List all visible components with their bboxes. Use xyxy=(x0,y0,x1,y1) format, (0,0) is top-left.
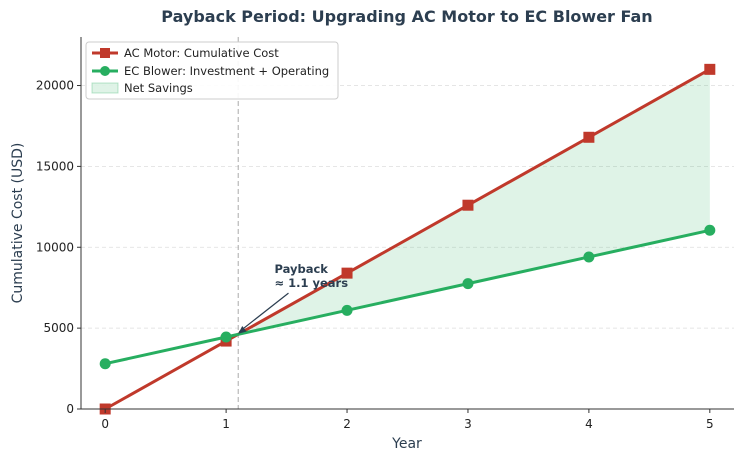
legend-swatch-ac-motor-marker xyxy=(100,48,110,58)
y-tick-label: 5000 xyxy=(43,321,74,335)
legend-swatch-net-savings xyxy=(91,82,119,94)
annotation-layer: Payback ≈ 1.1 years xyxy=(238,262,348,334)
data-point-ac-motor xyxy=(462,199,474,211)
data-point-ac-motor xyxy=(341,267,353,279)
x-tick-label: 3 xyxy=(464,417,472,431)
x-axis-label: Year xyxy=(391,436,422,452)
data-point-ec-blower xyxy=(704,224,716,236)
x-tick-label: 1 xyxy=(222,417,230,431)
data-point-ec-blower xyxy=(99,358,111,370)
payback-annotation-line2: ≈ 1.1 years xyxy=(274,276,348,290)
legend-label-ec-blower: EC Blower: Investment + Operating xyxy=(124,64,329,78)
payback-annotation-line1: Payback xyxy=(274,262,328,276)
legend-label-net-savings: Net Savings xyxy=(124,81,193,95)
legend-swatch-ec-blower-marker xyxy=(100,66,110,76)
x-tick-label: 2 xyxy=(343,417,351,431)
legend-box xyxy=(85,41,339,100)
legend-label-ac-motor: AC Motor: Cumulative Cost xyxy=(124,46,279,60)
chart-title: Payback Period: Upgrading AC Motor to EC… xyxy=(161,7,652,26)
x-tick-label: 5 xyxy=(706,417,714,431)
data-point-ac-motor xyxy=(704,63,716,75)
data-point-ec-blower xyxy=(220,331,232,343)
data-point-ec-blower xyxy=(341,304,353,316)
payback-arrow-head xyxy=(238,326,247,334)
x-tick-label: 4 xyxy=(585,417,593,431)
series-line-1 xyxy=(104,228,711,366)
series-line-0 xyxy=(104,68,711,411)
payback-arrow-shaft xyxy=(238,292,289,333)
y-tick-label: 20000 xyxy=(36,79,74,93)
y-tick-label: 0 xyxy=(66,402,74,416)
y-tick-label: 15000 xyxy=(36,159,74,173)
y-axis-label: Cumulative Cost (USD) xyxy=(10,143,26,304)
data-point-ec-blower xyxy=(583,251,595,263)
legend: AC Motor: Cumulative Cost EC Blower: Inv… xyxy=(85,41,339,100)
y-tick-label: 10000 xyxy=(36,240,74,254)
axes: 0 1 2 3 4 5 0 5000 10000 15000 20000 xyxy=(36,37,734,431)
series-layer xyxy=(99,63,716,415)
data-point-ec-blower xyxy=(462,278,474,290)
data-point-ac-motor xyxy=(583,131,595,143)
x-tick-label: 0 xyxy=(101,417,109,431)
